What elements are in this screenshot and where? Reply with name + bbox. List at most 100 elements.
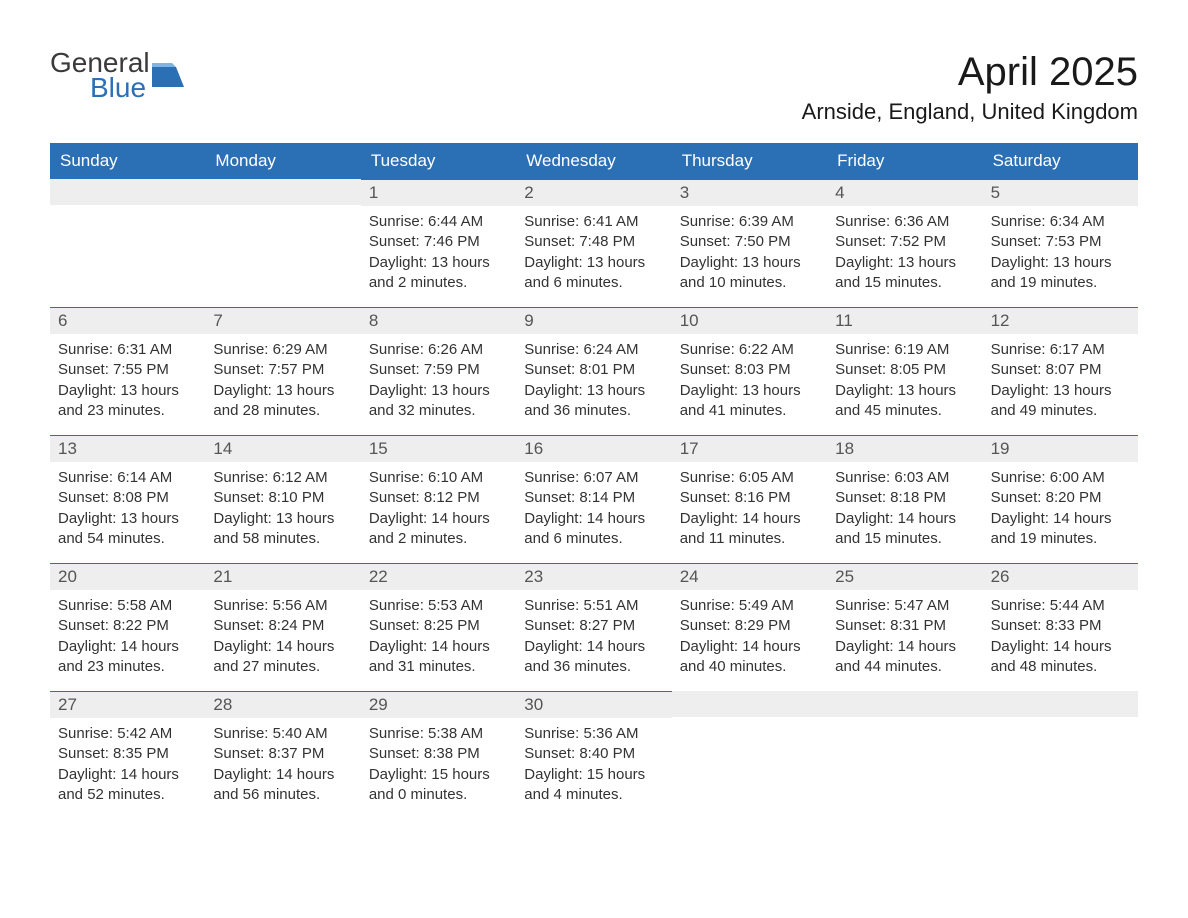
calendar-cell: 17Sunrise: 6:05 AMSunset: 8:16 PMDayligh…: [672, 435, 827, 563]
day-content: Sunrise: 5:51 AMSunset: 8:27 PMDaylight:…: [516, 590, 671, 683]
day-number: 5: [983, 179, 1138, 206]
logo-line2: Blue: [50, 75, 150, 100]
day-content: Sunrise: 6:31 AMSunset: 7:55 PMDaylight:…: [50, 334, 205, 427]
calendar-cell: 6Sunrise: 6:31 AMSunset: 7:55 PMDaylight…: [50, 307, 205, 435]
calendar-cell: 30Sunrise: 5:36 AMSunset: 8:40 PMDayligh…: [516, 691, 671, 811]
day-content: Sunrise: 5:56 AMSunset: 8:24 PMDaylight:…: [205, 590, 360, 683]
calendar-cell: 12Sunrise: 6:17 AMSunset: 8:07 PMDayligh…: [983, 307, 1138, 435]
day-content: Sunrise: 6:29 AMSunset: 7:57 PMDaylight:…: [205, 334, 360, 427]
day-content: Sunrise: 6:39 AMSunset: 7:50 PMDaylight:…: [672, 206, 827, 299]
day-number: 15: [361, 435, 516, 462]
calendar-cell: 23Sunrise: 5:51 AMSunset: 8:27 PMDayligh…: [516, 563, 671, 691]
calendar-cell: [205, 179, 360, 307]
day-content: Sunrise: 5:36 AMSunset: 8:40 PMDaylight:…: [516, 718, 671, 811]
day-number: 2: [516, 179, 671, 206]
calendar-cell: 14Sunrise: 6:12 AMSunset: 8:10 PMDayligh…: [205, 435, 360, 563]
day-content: Sunrise: 6:14 AMSunset: 8:08 PMDaylight:…: [50, 462, 205, 555]
calendar-cell: [50, 179, 205, 307]
day-number: 20: [50, 563, 205, 590]
day-number: 26: [983, 563, 1138, 590]
day-number: 27: [50, 691, 205, 718]
logo: General Blue: [50, 50, 184, 100]
day-content: Sunrise: 6:34 AMSunset: 7:53 PMDaylight:…: [983, 206, 1138, 299]
day-number: [205, 179, 360, 205]
day-content: Sunrise: 5:40 AMSunset: 8:37 PMDaylight:…: [205, 718, 360, 811]
day-number: [50, 179, 205, 205]
day-number: 25: [827, 563, 982, 590]
day-content: Sunrise: 6:03 AMSunset: 8:18 PMDaylight:…: [827, 462, 982, 555]
calendar-cell: 7Sunrise: 6:29 AMSunset: 7:57 PMDaylight…: [205, 307, 360, 435]
day-number: 8: [361, 307, 516, 334]
calendar-cell: 29Sunrise: 5:38 AMSunset: 8:38 PMDayligh…: [361, 691, 516, 811]
day-number: 24: [672, 563, 827, 590]
day-number: 3: [672, 179, 827, 206]
calendar-cell: [672, 691, 827, 811]
header: General Blue April 2025 Arnside, England…: [50, 50, 1138, 125]
day-content: Sunrise: 6:24 AMSunset: 8:01 PMDaylight:…: [516, 334, 671, 427]
day-header: Friday: [827, 143, 982, 179]
calendar-cell: 10Sunrise: 6:22 AMSunset: 8:03 PMDayligh…: [672, 307, 827, 435]
day-content: Sunrise: 5:38 AMSunset: 8:38 PMDaylight:…: [361, 718, 516, 811]
location: Arnside, England, United Kingdom: [802, 99, 1138, 125]
day-number: 16: [516, 435, 671, 462]
day-content: Sunrise: 6:17 AMSunset: 8:07 PMDaylight:…: [983, 334, 1138, 427]
day-content: Sunrise: 5:44 AMSunset: 8:33 PMDaylight:…: [983, 590, 1138, 683]
calendar-cell: 4Sunrise: 6:36 AMSunset: 7:52 PMDaylight…: [827, 179, 982, 307]
day-header: Sunday: [50, 143, 205, 179]
calendar-cell: [827, 691, 982, 811]
day-content: Sunrise: 6:10 AMSunset: 8:12 PMDaylight:…: [361, 462, 516, 555]
day-header: Monday: [205, 143, 360, 179]
calendar-cell: 18Sunrise: 6:03 AMSunset: 8:18 PMDayligh…: [827, 435, 982, 563]
title-block: April 2025 Arnside, England, United King…: [802, 50, 1138, 125]
day-content: Sunrise: 5:49 AMSunset: 8:29 PMDaylight:…: [672, 590, 827, 683]
day-number: 29: [361, 691, 516, 718]
day-content: Sunrise: 6:05 AMSunset: 8:16 PMDaylight:…: [672, 462, 827, 555]
day-number: 22: [361, 563, 516, 590]
calendar-cell: 21Sunrise: 5:56 AMSunset: 8:24 PMDayligh…: [205, 563, 360, 691]
day-header: Thursday: [672, 143, 827, 179]
day-number: 30: [516, 691, 671, 718]
day-content: Sunrise: 6:22 AMSunset: 8:03 PMDaylight:…: [672, 334, 827, 427]
calendar-cell: [983, 691, 1138, 811]
day-content: Sunrise: 6:44 AMSunset: 7:46 PMDaylight:…: [361, 206, 516, 299]
day-number: 23: [516, 563, 671, 590]
logo-flag-icon: [152, 63, 184, 87]
calendar-cell: 20Sunrise: 5:58 AMSunset: 8:22 PMDayligh…: [50, 563, 205, 691]
calendar-cell: 3Sunrise: 6:39 AMSunset: 7:50 PMDaylight…: [672, 179, 827, 307]
day-content: Sunrise: 6:00 AMSunset: 8:20 PMDaylight:…: [983, 462, 1138, 555]
day-number: 13: [50, 435, 205, 462]
calendar-grid: SundayMondayTuesdayWednesdayThursdayFrid…: [50, 143, 1138, 811]
day-number: 1: [361, 179, 516, 206]
day-number: 17: [672, 435, 827, 462]
day-number: 14: [205, 435, 360, 462]
calendar-cell: 11Sunrise: 6:19 AMSunset: 8:05 PMDayligh…: [827, 307, 982, 435]
calendar-cell: 2Sunrise: 6:41 AMSunset: 7:48 PMDaylight…: [516, 179, 671, 307]
day-content: Sunrise: 5:47 AMSunset: 8:31 PMDaylight:…: [827, 590, 982, 683]
day-content: Sunrise: 6:26 AMSunset: 7:59 PMDaylight:…: [361, 334, 516, 427]
day-number: 4: [827, 179, 982, 206]
day-content: Sunrise: 5:58 AMSunset: 8:22 PMDaylight:…: [50, 590, 205, 683]
calendar-cell: 13Sunrise: 6:14 AMSunset: 8:08 PMDayligh…: [50, 435, 205, 563]
day-number: [983, 691, 1138, 717]
calendar-cell: 8Sunrise: 6:26 AMSunset: 7:59 PMDaylight…: [361, 307, 516, 435]
day-header: Wednesday: [516, 143, 671, 179]
day-number: 6: [50, 307, 205, 334]
day-number: 18: [827, 435, 982, 462]
day-number: 28: [205, 691, 360, 718]
day-content: Sunrise: 6:19 AMSunset: 8:05 PMDaylight:…: [827, 334, 982, 427]
calendar-cell: 22Sunrise: 5:53 AMSunset: 8:25 PMDayligh…: [361, 563, 516, 691]
day-header: Saturday: [983, 143, 1138, 179]
day-number: 19: [983, 435, 1138, 462]
calendar-cell: 19Sunrise: 6:00 AMSunset: 8:20 PMDayligh…: [983, 435, 1138, 563]
day-number: [827, 691, 982, 717]
day-header: Tuesday: [361, 143, 516, 179]
day-content: Sunrise: 5:53 AMSunset: 8:25 PMDaylight:…: [361, 590, 516, 683]
day-content: Sunrise: 6:36 AMSunset: 7:52 PMDaylight:…: [827, 206, 982, 299]
day-number: 11: [827, 307, 982, 334]
day-content: Sunrise: 6:07 AMSunset: 8:14 PMDaylight:…: [516, 462, 671, 555]
calendar-cell: 9Sunrise: 6:24 AMSunset: 8:01 PMDaylight…: [516, 307, 671, 435]
calendar-cell: 15Sunrise: 6:10 AMSunset: 8:12 PMDayligh…: [361, 435, 516, 563]
month-title: April 2025: [802, 50, 1138, 95]
calendar-cell: 16Sunrise: 6:07 AMSunset: 8:14 PMDayligh…: [516, 435, 671, 563]
day-content: Sunrise: 6:12 AMSunset: 8:10 PMDaylight:…: [205, 462, 360, 555]
